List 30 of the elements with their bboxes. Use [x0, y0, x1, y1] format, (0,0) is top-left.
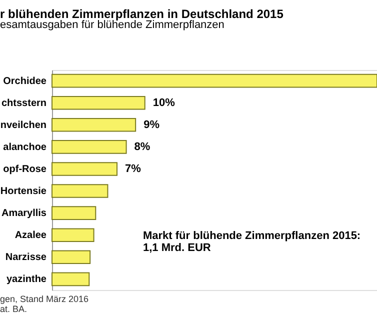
bar	[52, 140, 127, 154]
y-tick-label: nveilchen	[0, 120, 46, 131]
y-tick-label: chtsstern	[1, 98, 46, 109]
y-tick-label: opf-Rose	[3, 164, 47, 175]
y-tick-label: Orchidee	[3, 76, 47, 87]
data-label: 9%	[144, 118, 160, 131]
bar	[52, 74, 377, 88]
annotation: 1,1 Mrd. EUR	[143, 242, 211, 254]
bar	[52, 250, 91, 264]
bar	[52, 228, 94, 242]
bar	[52, 272, 90, 286]
y-tick-label: alanchoe	[3, 142, 47, 153]
annotation: Markt für blühende Zimmerpflanzen 2015:	[143, 230, 361, 242]
y-tick-label: Amaryllis	[1, 208, 47, 220]
data-label: 8%	[134, 140, 150, 153]
chart-title: r blühenden Zimmerpflanzen in Deutschland 2015	[0, 7, 284, 21]
data-label: 10%	[152, 96, 176, 109]
y-tick-label: yazinthe	[6, 274, 47, 286]
bar	[52, 206, 96, 220]
bar	[52, 184, 108, 198]
text: at. BA.	[0, 304, 28, 314]
data-label: 7%	[125, 162, 142, 175]
text: gen, Stand März 2016	[0, 294, 89, 304]
y-tick-label: Azalee	[14, 230, 47, 242]
bar	[52, 96, 146, 110]
y-tick-label: Hortensie	[0, 186, 47, 198]
y-tick-label: Narzisse	[5, 252, 47, 264]
chart-subtitle: esamtausgaben für blühende Zimmerpflanzen	[0, 19, 224, 31]
bar	[52, 118, 136, 132]
bar	[52, 162, 118, 176]
